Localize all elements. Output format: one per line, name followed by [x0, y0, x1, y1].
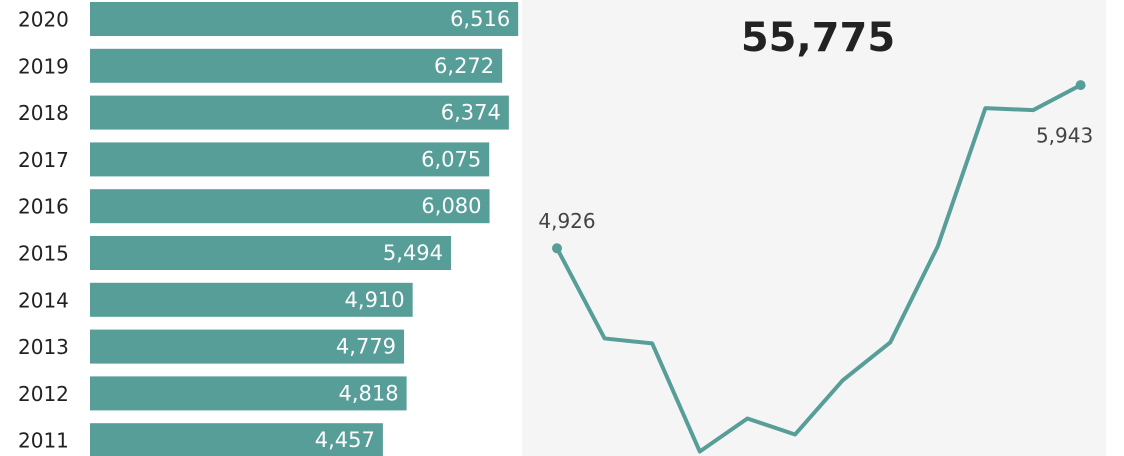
bar-value-label: 4,779 [336, 335, 396, 359]
category-label: 2017 [18, 148, 69, 172]
category-label: 2013 [18, 335, 69, 359]
bar [90, 423, 383, 456]
bar-value-label: 6,516 [450, 7, 510, 31]
panel-background [522, 0, 1106, 456]
bar [90, 2, 519, 36]
bar [90, 142, 490, 177]
category-label: 2012 [18, 382, 69, 406]
bar-value-label: 6,075 [421, 147, 481, 171]
bar-value-label: 4,457 [315, 428, 375, 452]
category-label: 2014 [18, 288, 69, 312]
bar [90, 329, 405, 364]
category-label: 2020 [18, 8, 69, 32]
bar [90, 282, 413, 317]
bar [90, 189, 490, 224]
category-label: 2011 [18, 429, 69, 453]
bar [90, 236, 452, 270]
bar-value-label: 6,080 [421, 194, 481, 218]
bar-value-label: 5,494 [383, 241, 443, 265]
category-label: 2019 [18, 54, 69, 78]
point [1075, 80, 1086, 91]
bar-value-label: 4,818 [338, 381, 398, 405]
bar [90, 48, 503, 83]
category-label: 2016 [18, 195, 69, 219]
bar-value-label: 6,272 [434, 54, 494, 78]
line [555, 83, 1082, 454]
category-label: 2018 [18, 101, 69, 125]
point [552, 243, 562, 254]
kpi-value: 55,775 [741, 15, 895, 61]
bar [90, 376, 407, 411]
bar [90, 95, 509, 130]
category-label: 2015 [18, 242, 69, 266]
bar-value-label: 4,910 [345, 288, 405, 312]
point-label: 5,943 [1036, 124, 1093, 148]
point-label: 4,926 [538, 209, 595, 233]
bar-value-label: 6,374 [441, 101, 501, 125]
